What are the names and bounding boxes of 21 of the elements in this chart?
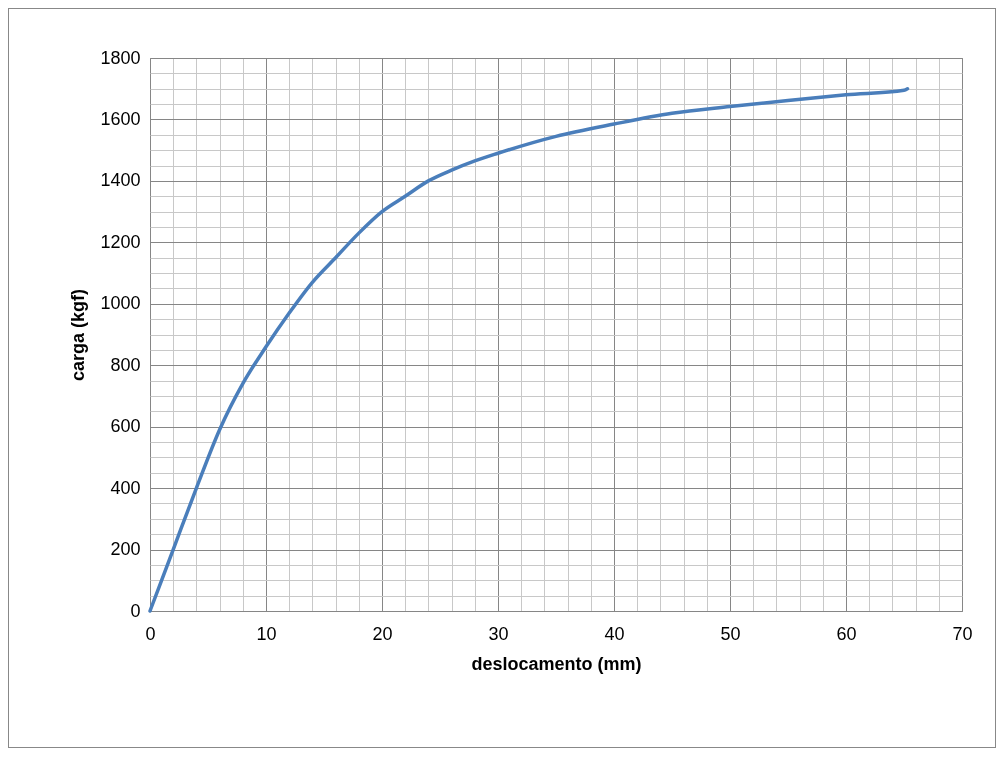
x-tick-label: 20 bbox=[372, 623, 393, 644]
y-tick-label: 1000 bbox=[100, 293, 141, 314]
x-tick-label: 0 bbox=[145, 623, 156, 644]
y-tick-label: 600 bbox=[110, 416, 141, 437]
line-series bbox=[148, 86, 910, 613]
x-tick-label: 10 bbox=[256, 623, 277, 644]
x-axis-title: deslocamento (mm) bbox=[471, 653, 642, 674]
x-tick-label: 30 bbox=[488, 623, 509, 644]
y-tick-label: 400 bbox=[110, 477, 141, 498]
y-axis-title: carga (kgf) bbox=[68, 288, 89, 382]
y-tick-label: 800 bbox=[110, 354, 141, 375]
y-tick-label: 0 bbox=[130, 600, 141, 621]
x-tick-label: 40 bbox=[604, 623, 625, 644]
y-tick-label: 1800 bbox=[100, 47, 141, 68]
x-tick-label: 50 bbox=[720, 623, 741, 644]
x-tick-label: 60 bbox=[836, 623, 857, 644]
y-tick-label: 1400 bbox=[100, 170, 141, 191]
y-tick-label: 200 bbox=[110, 539, 141, 560]
y-tick-label: 1200 bbox=[100, 231, 141, 252]
y-tick-label: 1600 bbox=[100, 108, 141, 129]
x-tick-label: 70 bbox=[952, 623, 973, 644]
